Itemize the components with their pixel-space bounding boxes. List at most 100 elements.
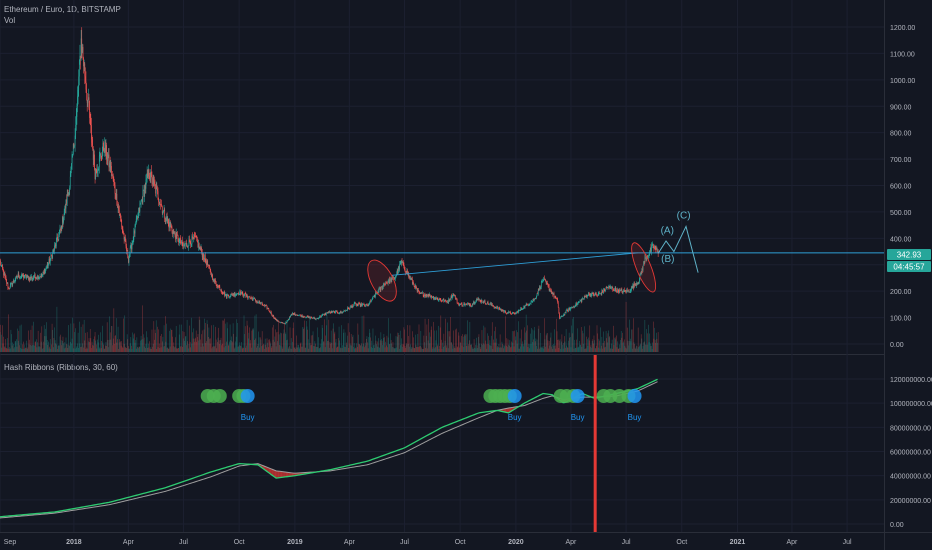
candle-body [530,303,531,305]
candle-body [116,193,118,206]
candle-body [495,307,497,309]
volume-bar [359,345,361,352]
volume-bar [308,348,310,352]
volume-bar [614,337,615,352]
volume-bar [521,329,522,352]
volume-bar [321,339,322,352]
volume-bar [516,343,518,352]
volume-bar [487,333,488,352]
volume-bar [229,324,231,352]
volume-bar [152,343,154,352]
candle-body [479,299,480,301]
volume-bar [101,340,103,352]
volume-bar [574,348,576,352]
candle-body [249,297,251,298]
time-tick-label: Oct [676,539,687,546]
volume-bar [323,341,325,352]
candle-body [194,235,195,237]
candle-body [313,317,315,319]
countdown-badge-bg [887,261,931,272]
volume-bar [573,317,574,352]
candle-body [478,298,480,301]
volume-bar [276,332,278,352]
candle-body [184,243,186,246]
candle-body [321,314,323,316]
volume-bar [266,347,267,352]
volume-bar [89,342,90,352]
volume-bar [489,340,491,352]
candle-body [133,230,135,241]
volume-bar [411,347,413,352]
volume-bar [285,334,287,352]
candle-body [335,311,336,314]
volume-bar [88,341,89,352]
volume-bar [575,347,577,352]
time-tick-label: Apr [787,539,799,546]
candle-body [620,289,622,291]
candle-body [420,292,422,294]
volume-bar [182,331,184,352]
volume-bar [58,345,60,352]
candle-body [166,216,168,221]
candle-body [583,298,585,299]
candle-body [305,317,307,319]
candle-body [637,282,639,284]
candle-body [559,318,561,319]
capitulation-fill [503,409,505,412]
candle-body [395,277,396,279]
candle-body [362,304,364,305]
candle-body [459,304,460,306]
candle-body [649,247,651,252]
candle-body [424,294,425,297]
capitulation-fill [282,471,284,478]
candle-body [340,311,342,313]
volume-bar [246,320,248,352]
candle-body [47,264,49,266]
candle-body [565,310,567,314]
volume-bar [151,348,152,352]
capitulation-fill [262,465,264,469]
candle-body [227,295,229,297]
volume-bar [465,345,467,352]
candle-body [336,311,338,313]
candle-body [209,267,211,270]
volume-bar [206,320,208,352]
volume-bar [547,333,548,352]
volume-bar [573,348,575,352]
volume-bar [277,341,278,352]
candle-body [16,275,18,278]
candle-body [505,313,507,314]
volume-bar [430,336,431,352]
volume-bar [92,345,94,352]
volume-bar [390,340,392,352]
candle-body [611,288,612,289]
volume-bar [120,341,121,352]
capitulation-fill [261,465,263,468]
volume-bar [238,345,240,352]
volume-bar [480,348,482,352]
candle-body [175,232,177,240]
volume-bar [214,346,215,352]
volume-bar [443,333,445,352]
candle-body [69,176,71,188]
candle-body [60,228,61,230]
candle-body [410,277,412,280]
candle-body [620,289,621,291]
candle-body [541,281,543,282]
candle-body [571,307,572,309]
volume-bar [455,329,456,352]
candle-body [384,284,386,286]
volume-bar [623,341,624,352]
candle-body [128,257,129,263]
volume-bar [471,347,473,352]
volume-bar [409,325,411,352]
candle-body [333,311,334,313]
candle-body [167,220,169,223]
volume-bar [425,335,427,352]
candle-body [162,212,164,214]
volume-bar [382,337,384,352]
candle-body [92,142,93,149]
candle-body [57,236,58,240]
candle-body [179,237,181,240]
